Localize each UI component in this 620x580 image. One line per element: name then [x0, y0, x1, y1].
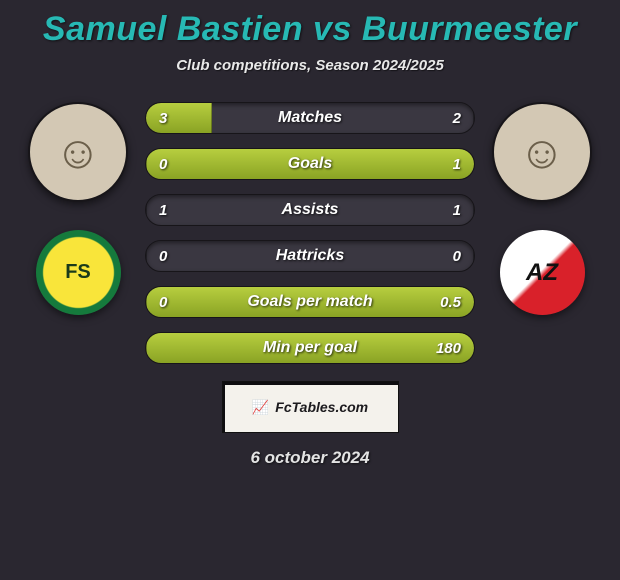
stat-value-right: 1	[453, 194, 461, 226]
stat-row: 0 Hattricks 0	[145, 240, 475, 272]
stat-label: Goals	[145, 148, 475, 180]
club-left-logo: FS	[36, 230, 121, 315]
club-right-logo: AZ	[500, 230, 585, 315]
stat-row: 3 Matches 2	[145, 102, 475, 134]
stat-label: Matches	[145, 102, 475, 134]
stat-value-right: 2	[453, 102, 461, 134]
stat-label: Min per goal	[145, 332, 475, 364]
stat-value-right: 1	[453, 148, 461, 180]
stat-row: 1 Assists 1	[145, 194, 475, 226]
date-label: 6 october 2024	[0, 448, 620, 468]
stat-label: Assists	[145, 194, 475, 226]
stat-row: 0 Goals 1	[145, 148, 475, 180]
page-title: Samuel Bastien vs Buurmeester	[0, 0, 620, 49]
comparison-panel: ☺ FS 3 Matches 2 0 Goals 1 1 Assists 1 0	[0, 102, 620, 364]
stat-value-right: 180	[436, 332, 461, 364]
player-left-column: ☺ FS	[23, 102, 133, 315]
stat-label: Goals per match	[145, 286, 475, 318]
player-right-column: ☺ AZ	[487, 102, 597, 315]
attribution-badge: 📈 FcTables.com	[223, 382, 398, 432]
subtitle: Club competitions, Season 2024/2025	[0, 57, 620, 74]
stat-label: Hattricks	[145, 240, 475, 272]
player-right-avatar: ☺	[492, 102, 592, 202]
stat-row: 0 Goals per match 0.5	[145, 286, 475, 318]
stat-value-right: 0.5	[440, 286, 461, 318]
stat-bars: 3 Matches 2 0 Goals 1 1 Assists 1 0 Hatt…	[145, 102, 475, 364]
stat-row: Min per goal 180	[145, 332, 475, 364]
stat-value-right: 0	[453, 240, 461, 272]
player-left-avatar: ☺	[28, 102, 128, 202]
attribution-text: FcTables.com	[275, 399, 368, 415]
chart-icon: 📈	[252, 399, 269, 416]
